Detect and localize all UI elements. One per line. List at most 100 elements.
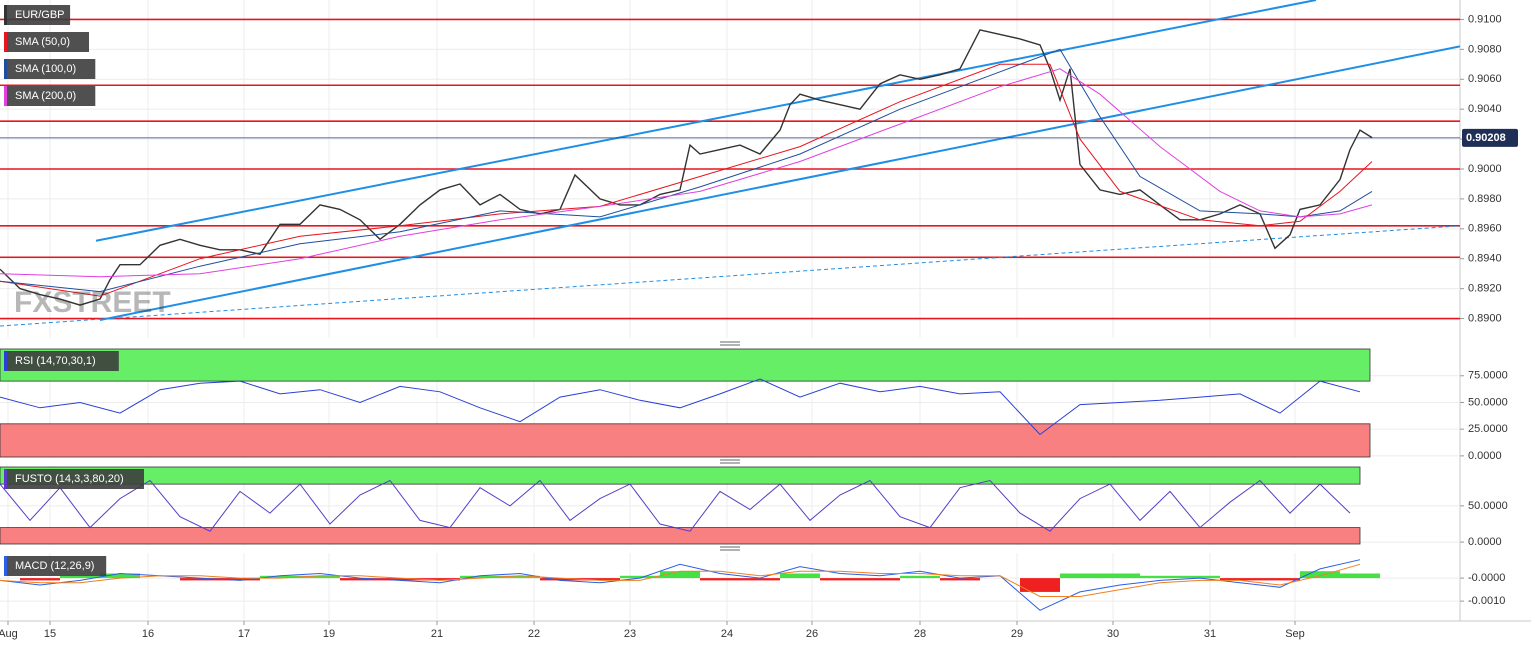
series-line: [0, 68, 1373, 278]
legend-marker: [4, 86, 7, 106]
y-tick-label: 0.8920: [1468, 283, 1502, 295]
y-tick-label: 0.9100: [1468, 13, 1502, 25]
x-tick-label: 16: [142, 628, 154, 640]
trend-line: [0, 225, 1460, 327]
legend-marker: [4, 5, 7, 25]
indicator-label-box: [4, 469, 144, 489]
y-tick-label: 0.8960: [1468, 223, 1502, 235]
y-tick-label: 0.8980: [1468, 193, 1502, 205]
legend-box: [4, 59, 96, 79]
histogram-bar: [340, 578, 380, 581]
y-tick-label: 0.8900: [1468, 312, 1502, 324]
histogram-bar: [1220, 578, 1260, 581]
x-tick-label: 22: [528, 628, 540, 640]
trend-line: [99, 45, 1460, 322]
trend-line: [95, 0, 1317, 242]
overbought-band: [0, 348, 1371, 382]
histogram-bar: [1140, 575, 1180, 579]
histogram-bar: [740, 578, 780, 581]
indicator-label-marker: [4, 351, 7, 371]
x-tick-label: 15: [44, 628, 56, 640]
histogram-bar: [1300, 571, 1340, 579]
histogram-bar: [60, 575, 100, 579]
indicator-label: RSI (14,70,30,1): [15, 355, 96, 367]
y-tick-label: 50.0000: [1468, 500, 1508, 512]
legend-marker: [4, 32, 7, 52]
y-tick-label: -0.0010: [1468, 595, 1505, 607]
legend-label: SMA (200,0): [15, 90, 76, 102]
y-tick-label: 0.8940: [1468, 253, 1502, 265]
x-tick-label: 19: [323, 628, 335, 640]
y-tick-label: 25.0000: [1468, 423, 1508, 435]
histogram-bar: [420, 578, 460, 581]
histogram-bar: [380, 578, 420, 581]
series-line: [0, 378, 1361, 436]
histogram-bar: [220, 578, 260, 581]
oversold-band: [0, 423, 1371, 458]
y-tick-label: 75.0000: [1468, 370, 1508, 382]
indicator-label-marker: [4, 469, 7, 489]
histogram-bar: [1060, 573, 1100, 579]
x-tick-label: 23: [624, 628, 636, 640]
x-tick-label: 24: [721, 628, 733, 640]
last-price-label: 0.90208: [1466, 132, 1506, 144]
histogram-bar: [900, 575, 940, 579]
histogram-bar: [100, 573, 140, 579]
panel: [0, 466, 1460, 545]
histogram-bar: [260, 575, 300, 579]
y-tick-label: 0.9060: [1468, 73, 1502, 85]
panel-grips: [720, 341, 740, 551]
histogram-bar: [780, 573, 820, 579]
histogram-bar: [1260, 578, 1300, 581]
x-tick-label: 26: [806, 628, 818, 640]
x-tick-label: 30: [1107, 628, 1119, 640]
histogram-bar: [860, 578, 900, 581]
series-line: [0, 559, 1361, 611]
histogram-bar: [700, 578, 740, 581]
panel: [0, 553, 1460, 620]
indicator-label: FUSTO (14,3,3,80,20): [15, 473, 124, 485]
watermark: FXSTREET: [14, 286, 171, 319]
histogram-bar: [180, 578, 220, 581]
indicator-label-box: [4, 556, 107, 576]
y-tick-label: 0.9000: [1468, 163, 1502, 175]
indicator-label: MACD (12,26,9): [15, 560, 94, 572]
histogram-bar: [1020, 578, 1060, 592]
y-tick-label: 0.9080: [1468, 43, 1502, 55]
x-tick-label: 31: [1204, 628, 1216, 640]
indicator-label-box: [4, 351, 119, 371]
last-price-box: [1462, 128, 1518, 147]
legend-label: SMA (100,0): [15, 63, 76, 75]
y-tick-label: 50.0000: [1468, 396, 1508, 408]
histogram-bar: [540, 578, 580, 581]
histogram-bar: [620, 575, 660, 579]
y-tick-label: 0.0000: [1468, 536, 1502, 548]
histogram-bar: [20, 578, 60, 581]
legend-box: [4, 86, 96, 106]
series-line: [0, 48, 1373, 293]
y-tick-label: 0.0000: [1468, 450, 1502, 462]
x-tick-label: 21: [431, 628, 443, 640]
series-line: [0, 479, 1351, 532]
legend-label: SMA (50,0): [15, 36, 70, 48]
histogram-bar: [300, 575, 340, 579]
histogram-bar: [940, 578, 980, 581]
legend-marker: [4, 59, 7, 79]
histogram-bar: [500, 575, 540, 579]
histogram-bar: [460, 575, 500, 579]
histogram-bar: [1340, 573, 1380, 579]
histogram-bar: [580, 578, 620, 581]
histogram-bar: [660, 571, 700, 579]
x-tick-label: 29: [1011, 628, 1023, 640]
legend-box: [4, 5, 71, 25]
panel: [0, 0, 1460, 338]
series-line: [0, 63, 1373, 297]
legend-box: [4, 32, 89, 52]
histogram-bar: [820, 578, 860, 581]
indicator-label-marker: [4, 556, 7, 576]
y-tick-label: 0.9040: [1468, 103, 1502, 115]
x-tick-label: 17: [238, 628, 250, 640]
series-line: [0, 563, 1361, 597]
